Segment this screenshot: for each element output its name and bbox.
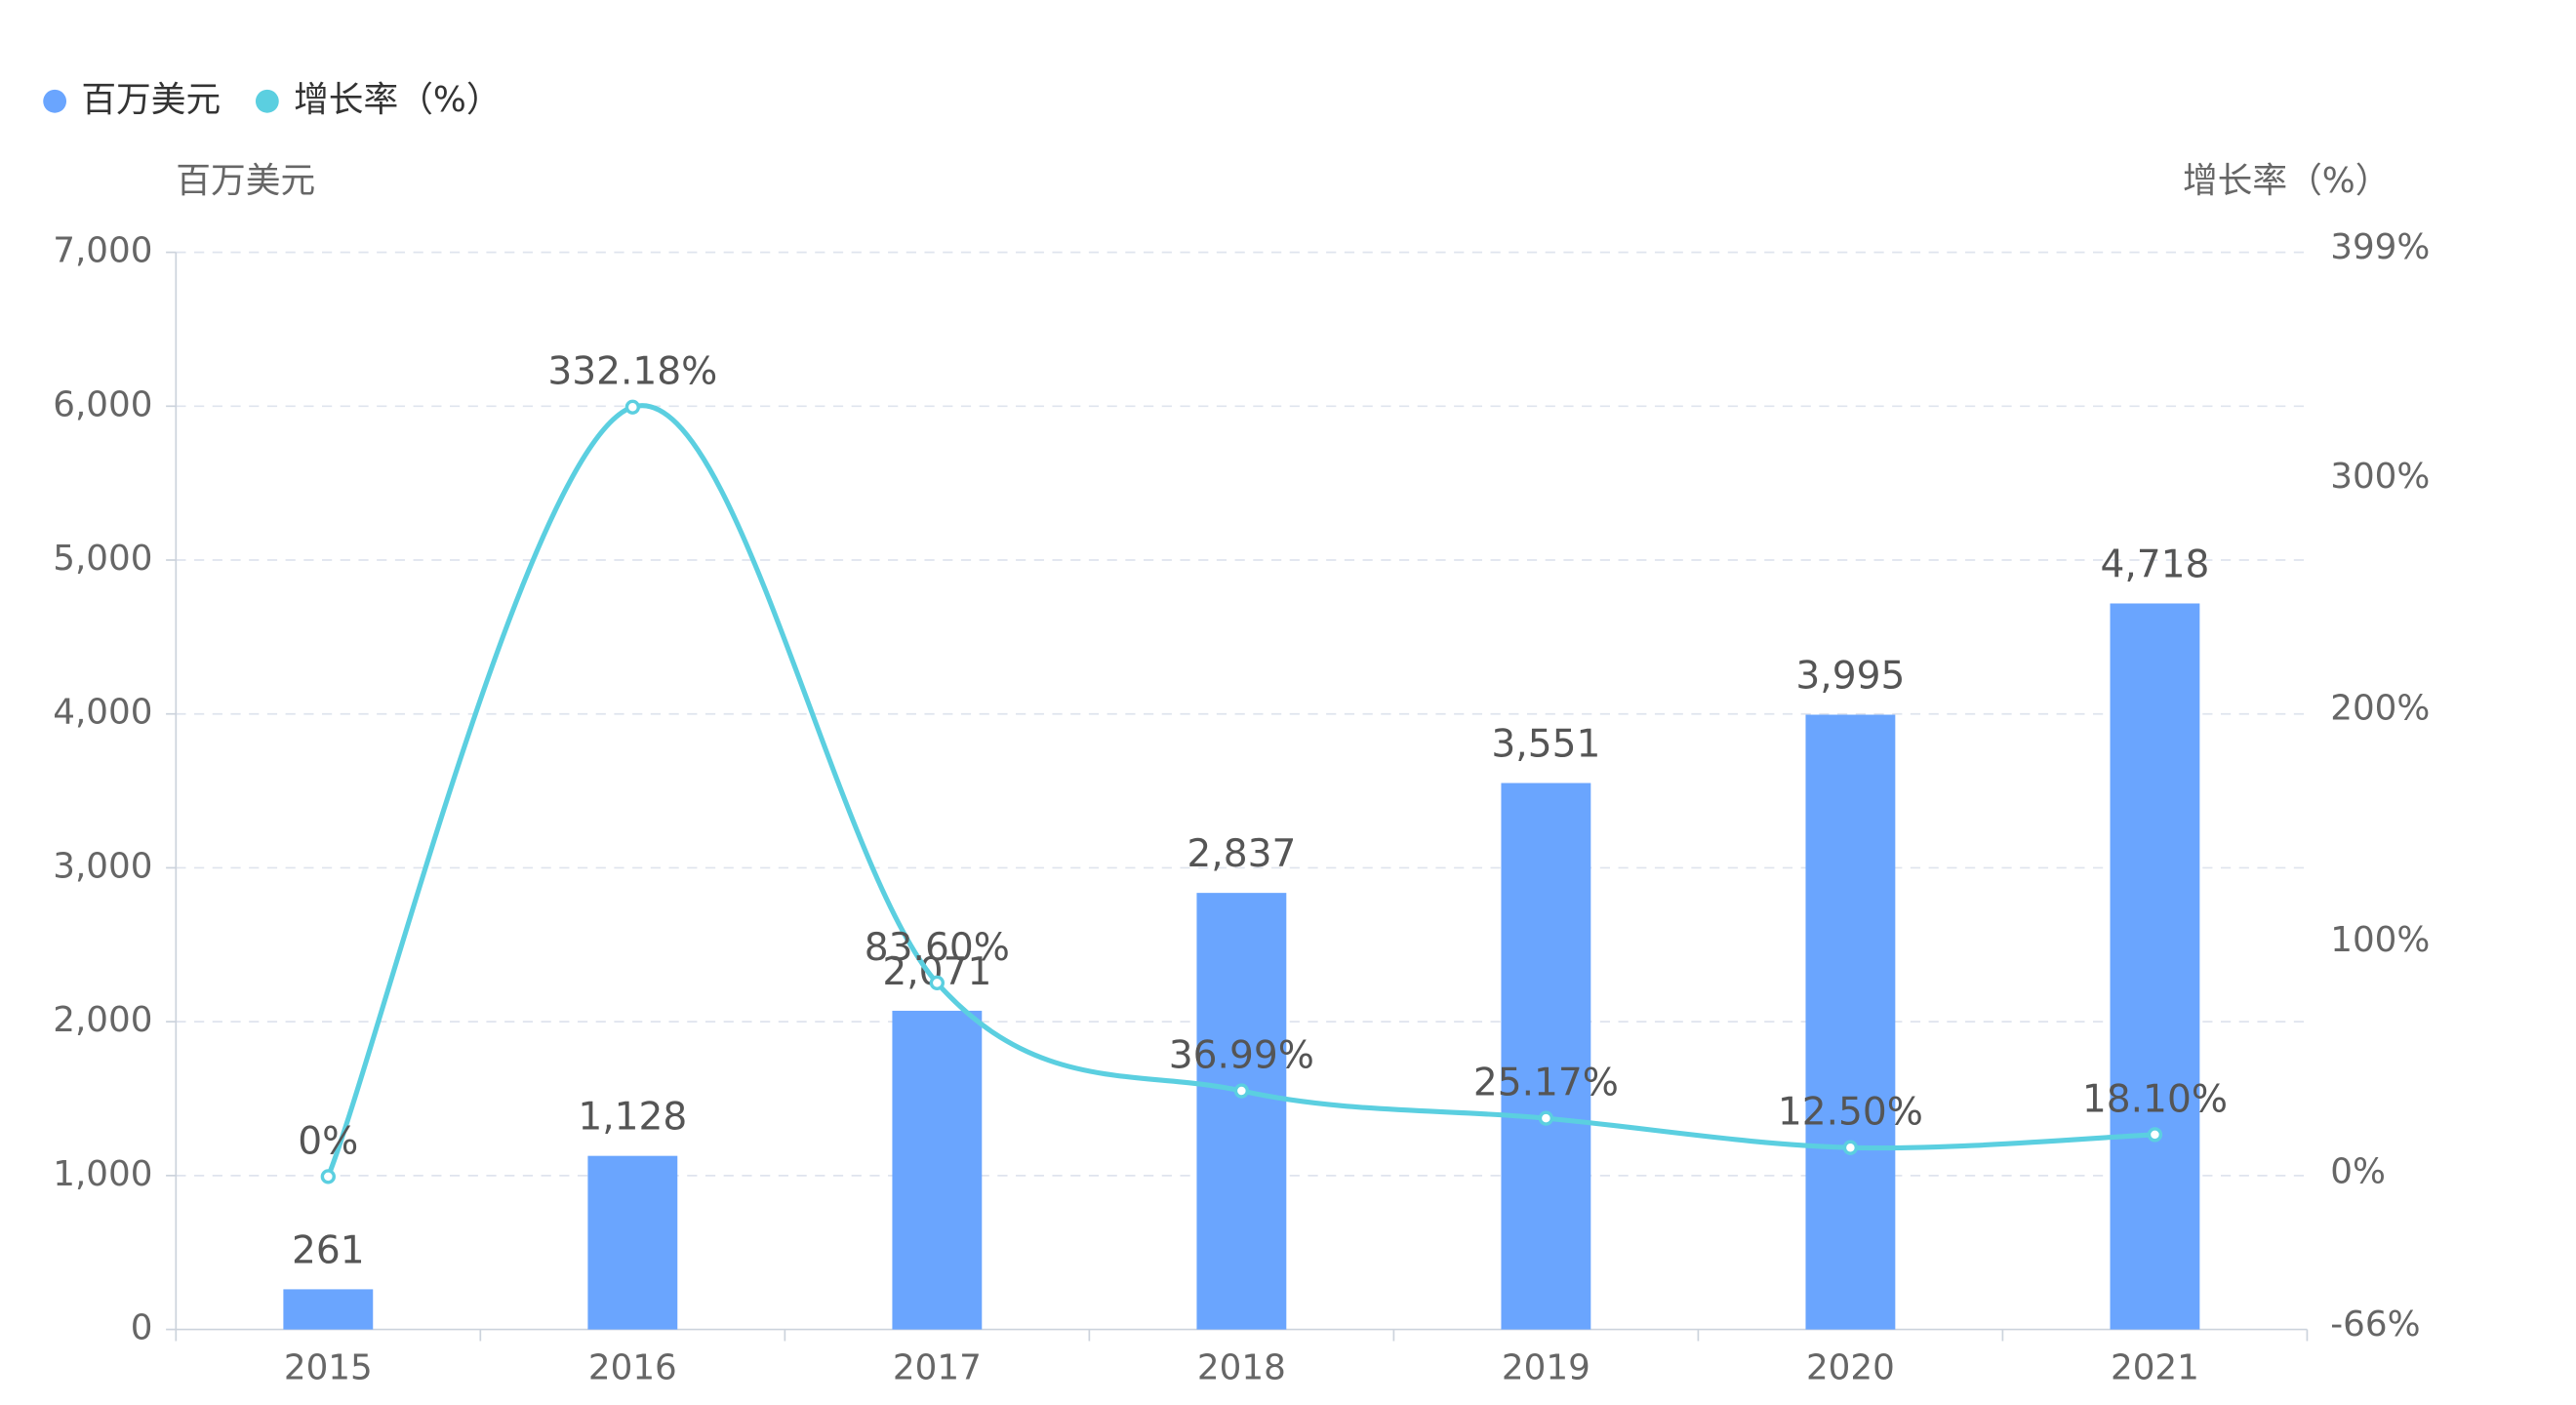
line-point xyxy=(1538,1110,1554,1126)
bar xyxy=(1501,783,1591,1330)
bar xyxy=(1196,893,1287,1330)
x-tick-label: 2015 xyxy=(284,1347,373,1387)
x-tick-label: 2019 xyxy=(1502,1347,1590,1387)
y2-tick-label: 100% xyxy=(2330,920,2430,960)
bar-value-label: 4,718 xyxy=(2100,543,2209,587)
line-value-label: 18.10% xyxy=(2082,1077,2228,1121)
line-value-label: 332.18% xyxy=(547,350,717,394)
y-tick-label: 4,000 xyxy=(53,693,152,733)
bar-value-label: 1,128 xyxy=(578,1096,687,1140)
line-point xyxy=(624,399,640,415)
line-point xyxy=(2147,1127,2163,1143)
bar-value-label: 3,551 xyxy=(1491,723,1600,767)
x-tick-label: 2017 xyxy=(893,1347,982,1387)
bar xyxy=(2110,603,2200,1330)
y2-tick-label: 0% xyxy=(2330,1151,2386,1191)
line xyxy=(325,403,2155,1178)
y-axis-title: 百万美元 xyxy=(176,161,315,201)
y2-tick-label: 399% xyxy=(2330,227,2430,267)
bar xyxy=(892,1010,983,1330)
y-tick-label: 0 xyxy=(131,1308,153,1348)
line-value-label: 36.99% xyxy=(1169,1034,1314,1078)
x-tick-label: 2018 xyxy=(1197,1347,1286,1387)
line-point xyxy=(1842,1140,1859,1155)
line-value-label: 25.17% xyxy=(1473,1062,1619,1105)
legend-label: 百万美元 xyxy=(81,80,221,120)
x-tick-label: 2020 xyxy=(1806,1347,1895,1387)
x-tick-label: 2016 xyxy=(588,1347,677,1387)
bar-value-label: 2,837 xyxy=(1187,832,1296,876)
legend-marker xyxy=(255,89,279,113)
line-point xyxy=(929,975,946,991)
y-tick-label: 3,000 xyxy=(53,846,152,886)
line-point xyxy=(1233,1083,1250,1099)
bar-value-label: 3,995 xyxy=(1795,655,1905,699)
y2-tick-label: 200% xyxy=(2330,689,2430,729)
x-tick-label: 2021 xyxy=(2111,1347,2199,1387)
y-tick-label: 2,000 xyxy=(53,1000,152,1040)
line-value-label: 0% xyxy=(298,1119,358,1163)
bar xyxy=(587,1155,678,1330)
bar xyxy=(283,1289,374,1330)
y-tick-label: 1,000 xyxy=(53,1154,152,1194)
line-point xyxy=(320,1169,336,1184)
legend-label: 增长率（%） xyxy=(294,80,502,120)
y-tick-label: 7,000 xyxy=(53,231,152,271)
y2-axis-title: 增长率（%） xyxy=(2183,161,2391,201)
y-tick-label: 6,000 xyxy=(53,384,152,424)
y2-tick-label: 300% xyxy=(2330,457,2430,497)
legend-marker xyxy=(43,89,67,113)
bar-value-label: 261 xyxy=(292,1228,365,1272)
y2-tick-label: -66% xyxy=(2330,1305,2420,1345)
line-value-label: 83.60% xyxy=(865,926,1010,970)
line-value-label: 12.50% xyxy=(1778,1091,1923,1135)
y-tick-label: 5,000 xyxy=(53,539,152,579)
bar xyxy=(1805,714,1896,1330)
